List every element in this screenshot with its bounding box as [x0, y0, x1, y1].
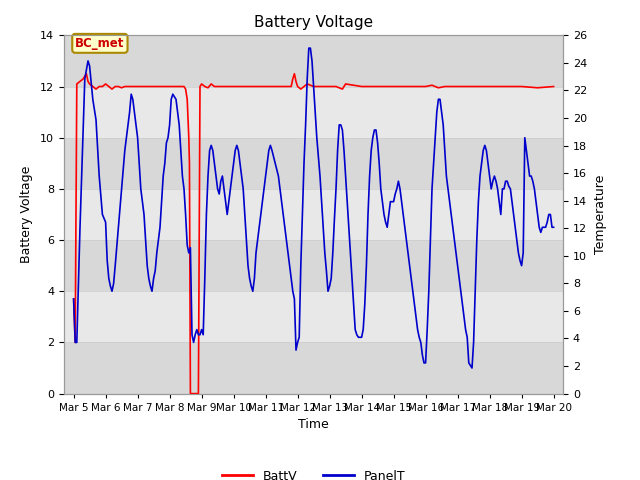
Bar	[64, 86, 563, 138]
Bar	[64, 240, 563, 291]
Title: Battery Voltage: Battery Voltage	[254, 15, 373, 30]
X-axis label: Time: Time	[298, 418, 329, 431]
Y-axis label: Battery Voltage: Battery Voltage	[20, 166, 33, 263]
Bar	[64, 342, 563, 394]
Bar	[64, 138, 563, 189]
Bar	[64, 189, 563, 240]
Text: BC_met: BC_met	[76, 37, 125, 50]
Legend: BattV, PanelT: BattV, PanelT	[217, 465, 410, 480]
Bar	[64, 36, 563, 86]
Y-axis label: Temperature: Temperature	[594, 175, 607, 254]
Bar	[64, 291, 563, 342]
